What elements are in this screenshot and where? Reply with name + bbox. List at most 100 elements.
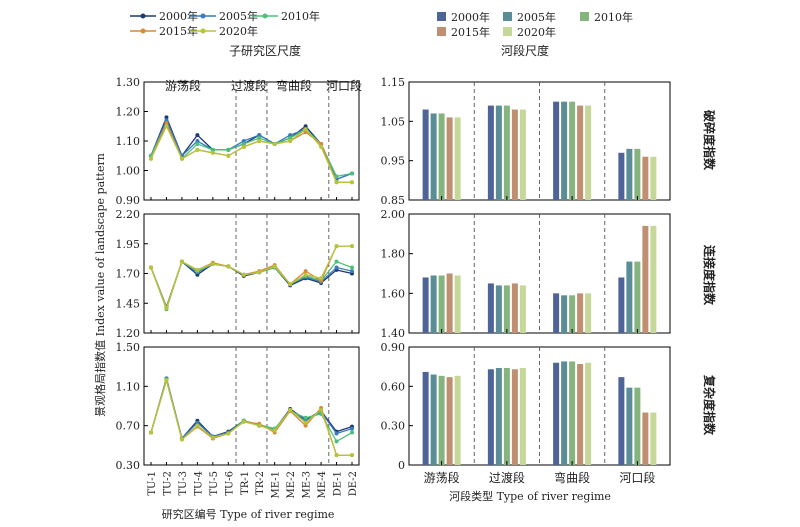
y-tick-label: 0.95 bbox=[381, 155, 406, 168]
data-point bbox=[303, 127, 308, 132]
data-point bbox=[164, 124, 169, 129]
y-tick-label: 0.60 bbox=[381, 380, 406, 393]
data-point bbox=[288, 407, 293, 412]
bar-过渡段-2005年 bbox=[495, 285, 502, 333]
bar-弯曲段-2005年 bbox=[561, 361, 568, 465]
bar-过渡段-2020年 bbox=[519, 109, 526, 200]
data-point bbox=[164, 121, 169, 126]
data-point bbox=[257, 139, 262, 143]
seg-label-estuary: 河口段 bbox=[326, 78, 362, 93]
y-tick-label: 1.10 bbox=[116, 380, 141, 393]
data-point bbox=[350, 269, 354, 274]
data-point bbox=[179, 156, 184, 161]
x-category-label: 过渡段 bbox=[489, 470, 525, 485]
bar-河口段-2005年 bbox=[626, 387, 633, 465]
data-point bbox=[241, 272, 246, 277]
y-tick-label: 1.00 bbox=[116, 165, 141, 178]
bar-河口段-2000年 bbox=[618, 277, 625, 333]
bar-过渡段-2015年 bbox=[511, 283, 518, 333]
x-tick-label: ME-3 bbox=[302, 471, 313, 498]
data-point bbox=[272, 428, 277, 433]
bar-弯曲段-2000年 bbox=[553, 362, 560, 465]
data-point bbox=[334, 259, 339, 264]
data-point bbox=[210, 435, 215, 440]
bar-河口段-2015年 bbox=[642, 156, 649, 200]
bar-弯曲段-2005年 bbox=[561, 295, 568, 333]
data-point bbox=[195, 147, 200, 152]
bar-游荡段-2015年 bbox=[446, 273, 453, 333]
bar-游荡段-2005年 bbox=[430, 275, 437, 333]
data-point bbox=[350, 180, 354, 185]
row-label-complexity: 复杂度指数 bbox=[702, 374, 717, 436]
bar-panel-right-connectivity: 1.40 1.60 1.80 2.00 bbox=[381, 208, 671, 340]
bar-过渡段-2010年 bbox=[503, 367, 510, 465]
x-tick-label: ME-4 bbox=[317, 471, 328, 498]
data-point bbox=[195, 420, 200, 425]
legend-swatch bbox=[437, 12, 446, 21]
bar-过渡段-2010年 bbox=[503, 105, 510, 200]
data-point bbox=[334, 439, 339, 444]
legend-swatch bbox=[437, 27, 446, 36]
bar-游荡段-2005年 bbox=[430, 113, 437, 200]
bar-弯曲段-2000年 bbox=[553, 293, 560, 333]
row-labels: 破碎度指数 连接度指数 复杂度指数 bbox=[702, 110, 717, 436]
data-point bbox=[288, 282, 293, 287]
bar-过渡段-2005年 bbox=[495, 367, 502, 465]
bar-游荡段-2020年 bbox=[454, 375, 461, 465]
bar-河口段-2000年 bbox=[618, 377, 625, 465]
bar-河口段-2020年 bbox=[650, 225, 657, 333]
y-tick-label: 1.20 bbox=[116, 106, 141, 119]
bar-过渡段-2000年 bbox=[487, 369, 494, 465]
x-tick-label: TR-1 bbox=[240, 471, 251, 495]
seg-label-meandering: 弯曲段 bbox=[276, 78, 312, 93]
bar-弯曲段-2015年 bbox=[577, 105, 584, 200]
right-x-axis-title: 河段类型 Type of river regime bbox=[449, 489, 611, 503]
bar-游荡段-2020年 bbox=[454, 117, 461, 200]
bar-游荡段-2010年 bbox=[438, 375, 445, 465]
legend-label: 2000年 bbox=[159, 9, 198, 23]
data-point bbox=[210, 150, 215, 155]
legend-swatch bbox=[503, 27, 512, 36]
legend-label: 2020年 bbox=[517, 25, 556, 39]
data-point bbox=[350, 430, 354, 435]
y-tick-label: 0.30 bbox=[381, 420, 406, 433]
data-point bbox=[350, 244, 354, 249]
y-tick-label: 1.10 bbox=[116, 135, 141, 148]
bar-弯曲段-2020年 bbox=[585, 105, 592, 200]
data-point bbox=[319, 144, 324, 149]
bar-弯曲段-2010年 bbox=[569, 361, 576, 465]
data-point bbox=[241, 419, 246, 424]
legend-marker bbox=[140, 28, 146, 34]
bar-游荡段-2015年 bbox=[446, 117, 453, 200]
data-point bbox=[319, 407, 324, 412]
x-tick-label: TU-3 bbox=[178, 471, 189, 496]
y-tick-label: 0.90 bbox=[116, 194, 141, 207]
bar-河口段-2020年 bbox=[650, 156, 657, 200]
data-point bbox=[226, 153, 231, 158]
x-tick-label: TU-6 bbox=[224, 471, 235, 496]
legend-label: 2005年 bbox=[219, 9, 258, 23]
data-point bbox=[288, 133, 293, 138]
series-line-2010年 bbox=[150, 260, 353, 312]
bar-弯曲段-2015年 bbox=[577, 293, 584, 333]
data-point bbox=[210, 261, 215, 266]
y-tick-label: 2.20 bbox=[116, 208, 141, 221]
bar-过渡段-2005年 bbox=[495, 105, 502, 200]
data-point bbox=[195, 141, 200, 146]
data-point bbox=[257, 133, 262, 138]
x-tick-label: ME-1 bbox=[271, 471, 282, 498]
left-scale-title: 子研究区尺度 bbox=[229, 43, 301, 58]
series-line-2020年 bbox=[150, 245, 352, 310]
data-point bbox=[195, 423, 200, 428]
data-point bbox=[334, 431, 339, 436]
bar-弯曲段-2010年 bbox=[569, 101, 576, 200]
data-point bbox=[149, 265, 153, 270]
y-tick-label: 1.05 bbox=[381, 115, 406, 128]
bar-弯曲段-2005年 bbox=[561, 101, 568, 200]
legend-marker bbox=[200, 28, 206, 34]
y-tick-label: 1.20 bbox=[116, 327, 141, 340]
data-point bbox=[334, 265, 339, 270]
y-tick-label: 0.90 bbox=[381, 341, 406, 354]
y-tick-label: 1.95 bbox=[116, 238, 141, 251]
